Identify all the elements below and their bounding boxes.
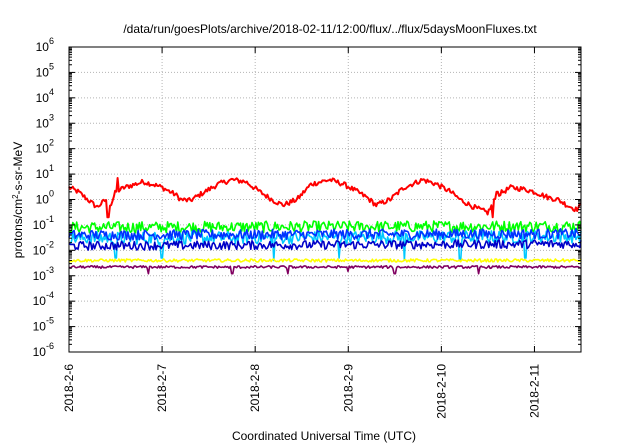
chart-title: /data/run/goesPlots/archive/2018-02-11/1…	[123, 22, 537, 36]
x-tick-label: 2018-2-7	[155, 364, 169, 412]
y-tick-base: 10	[33, 320, 47, 334]
y-tick-exponent: 4	[49, 87, 54, 97]
x-tick-label: 2018-2-10	[434, 364, 448, 419]
series-line-6	[68, 258, 582, 263]
y-tick-label: 10-6	[33, 341, 54, 359]
y-axis: 10610510410310210110010-110-210-310-410-…	[33, 36, 581, 359]
series-line-4	[68, 227, 582, 241]
y-tick-base: 10	[33, 243, 47, 257]
x-tick-label: 2018-2-6	[62, 364, 76, 412]
x-tick-label: 2018-2-11	[527, 364, 541, 418]
series-line-1	[68, 177, 582, 219]
series-line-2	[68, 220, 582, 234]
x-axis: 2018-2-6 2018-2-7 2018-2-8 2018-2-9 2018-2-1…	[62, 47, 541, 419]
y-tick-base: 10	[36, 116, 50, 130]
series-group	[68, 177, 582, 275]
y-tick-exponent: 0	[49, 189, 54, 199]
y-tick-label: 10-4	[33, 290, 54, 308]
y-tick-base: 10	[36, 142, 50, 156]
y-tick-label: 100	[36, 189, 54, 207]
y-axis-label-post: -s-sr-MeV	[11, 142, 25, 195]
y-tick-label: 101	[36, 163, 54, 181]
y-tick-label: 106	[36, 36, 54, 54]
y-axis-label: protons/cm2-s-sr-MeV	[11, 142, 26, 258]
y-tick-exponent: 3	[49, 112, 54, 122]
y-tick-label: 102	[36, 138, 54, 156]
x-axis-label: Coordinated Universal Time (UTC)	[232, 429, 416, 443]
y-tick-exponent: 1	[49, 163, 54, 173]
y-tick-label: 10-1	[33, 214, 54, 232]
y-tick-label: 10-5	[33, 316, 54, 334]
y-axis-label-sup: 2	[11, 194, 20, 199]
y-tick-base: 10	[36, 65, 50, 79]
y-tick-exponent: -2	[46, 239, 54, 249]
y-tick-label: 105	[36, 61, 54, 79]
x-tick-label: 2018-2-8	[248, 364, 262, 412]
y-tick-exponent: -6	[46, 341, 54, 351]
y-tick-label: 10-3	[33, 265, 54, 283]
y-tick-exponent: 6	[49, 36, 54, 46]
y-axis-label-pre: protons/cm	[11, 199, 25, 258]
y-tick-label: 104	[36, 87, 54, 105]
y-tick-base: 10	[33, 269, 47, 283]
x-tick-label: 2018-2-9	[341, 364, 355, 412]
y-tick-base: 10	[36, 167, 50, 181]
grid-lines	[69, 47, 581, 352]
series-line-5	[68, 239, 582, 251]
y-tick-exponent: 5	[49, 61, 54, 71]
y-tick-exponent: -4	[46, 290, 54, 300]
y-tick-exponent: -1	[46, 214, 54, 224]
y-tick-base: 10	[33, 345, 47, 359]
y-tick-exponent: -3	[46, 265, 54, 275]
y-tick-label: 103	[36, 112, 54, 130]
y-tick-base: 10	[36, 193, 50, 207]
y-tick-label: 10-2	[33, 239, 54, 257]
series-line-7	[68, 264, 582, 275]
y-tick-base: 10	[33, 294, 47, 308]
y-tick-base: 10	[36, 40, 50, 54]
y-tick-base: 10	[36, 91, 50, 105]
y-tick-base: 10	[33, 218, 47, 232]
y-tick-exponent: 2	[49, 138, 54, 148]
y-tick-exponent: -5	[46, 316, 54, 326]
